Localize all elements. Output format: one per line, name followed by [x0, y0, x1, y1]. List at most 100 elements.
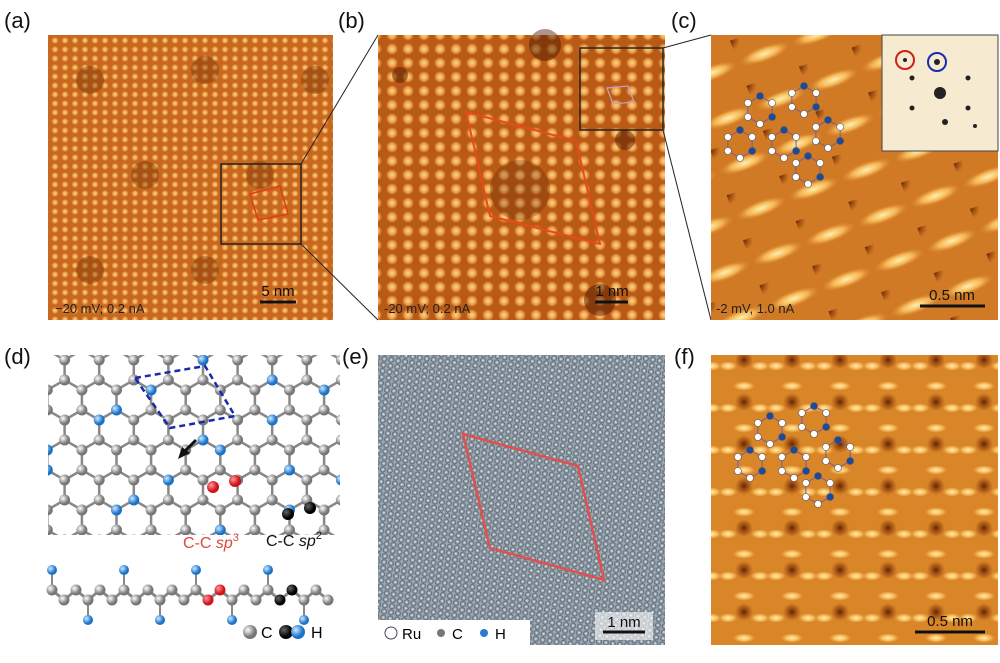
label-bg — [595, 612, 653, 640]
atom — [214, 504, 226, 516]
atom — [111, 524, 122, 535]
atom — [214, 444, 226, 456]
atom — [145, 384, 157, 396]
atom — [0, 475, 1, 486]
bond — [13, 440, 30, 450]
bond — [359, 380, 376, 390]
atom — [7, 525, 18, 536]
molecule-overlay — [734, 402, 854, 508]
atom — [812, 123, 820, 131]
atom — [111, 444, 122, 456]
bond — [341, 500, 358, 510]
atom — [322, 594, 334, 606]
atom — [318, 444, 330, 456]
atom — [229, 475, 241, 487]
atom — [142, 584, 154, 596]
atom — [301, 474, 313, 486]
atom — [353, 525, 364, 536]
atom — [118, 584, 130, 596]
atom — [318, 504, 330, 516]
atom — [335, 374, 340, 386]
atom — [190, 584, 202, 596]
atom — [768, 133, 776, 141]
atom — [301, 434, 313, 446]
atom — [25, 435, 36, 446]
atom — [214, 524, 226, 535]
atom — [94, 584, 106, 596]
bond — [0, 530, 13, 540]
atom — [318, 464, 330, 476]
bond — [30, 350, 47, 360]
atom — [197, 374, 209, 386]
atom — [227, 615, 237, 625]
atom — [282, 508, 294, 520]
bond — [13, 470, 30, 480]
atom — [768, 99, 776, 107]
moire — [76, 56, 329, 284]
atom — [263, 565, 273, 575]
bond — [359, 500, 376, 510]
atom — [310, 584, 322, 596]
atom — [756, 120, 764, 128]
atom — [59, 474, 71, 486]
legend-h — [480, 629, 488, 637]
atom — [284, 464, 295, 476]
atom — [802, 493, 810, 501]
legend-c — [243, 625, 257, 639]
scale-label: 1 nm — [595, 283, 628, 300]
bond — [359, 530, 376, 540]
bond — [30, 530, 47, 540]
atom — [214, 404, 226, 416]
atom — [232, 434, 244, 446]
atom — [734, 467, 742, 475]
atom — [128, 474, 140, 486]
atom — [180, 524, 192, 535]
atom — [301, 355, 313, 366]
legend-text: C — [452, 626, 463, 643]
zoom-line — [300, 243, 379, 321]
atom — [736, 126, 744, 134]
atom — [93, 374, 105, 386]
atom — [166, 534, 171, 535]
atom — [214, 464, 226, 476]
atom — [800, 82, 808, 90]
atom — [76, 524, 88, 535]
atom — [96, 534, 102, 535]
atom — [736, 154, 744, 162]
panel-d: (d) C-C sp3 C-C sp2 C H — [0, 344, 376, 642]
panel-c: (c) -2 mV, 1.0 nA 0.5 nm — [671, 8, 999, 320]
atom — [178, 594, 190, 606]
atom — [202, 594, 214, 606]
atom — [111, 464, 122, 476]
fft-mark — [927, 52, 947, 72]
unit-cell — [249, 185, 289, 221]
atom — [25, 415, 36, 426]
atom — [766, 412, 774, 420]
atom — [301, 555, 312, 566]
arrow-head — [178, 447, 190, 459]
atom — [353, 505, 364, 516]
legend-c — [437, 629, 445, 637]
atom — [232, 414, 244, 426]
atom — [198, 555, 209, 566]
bond — [13, 500, 30, 510]
atom — [131, 534, 137, 535]
atom — [746, 474, 754, 482]
panel-a: (a) −20 mV; 0.2 nA 5 nm — [4, 8, 333, 320]
scale-label: 0.5 nm — [929, 287, 975, 304]
atom — [106, 594, 118, 606]
zoom-box — [220, 163, 302, 245]
atom — [822, 443, 830, 451]
atom — [207, 481, 219, 493]
panel-e: Ru C H 1 nm (e) — [342, 344, 665, 645]
atom — [76, 504, 88, 516]
atom — [304, 534, 310, 535]
atom — [810, 402, 818, 410]
atom — [266, 374, 278, 386]
lattice-side — [46, 565, 334, 625]
atom — [780, 126, 788, 134]
atom — [846, 457, 854, 465]
atom — [816, 173, 824, 181]
atom — [788, 89, 796, 97]
bond — [30, 500, 47, 510]
